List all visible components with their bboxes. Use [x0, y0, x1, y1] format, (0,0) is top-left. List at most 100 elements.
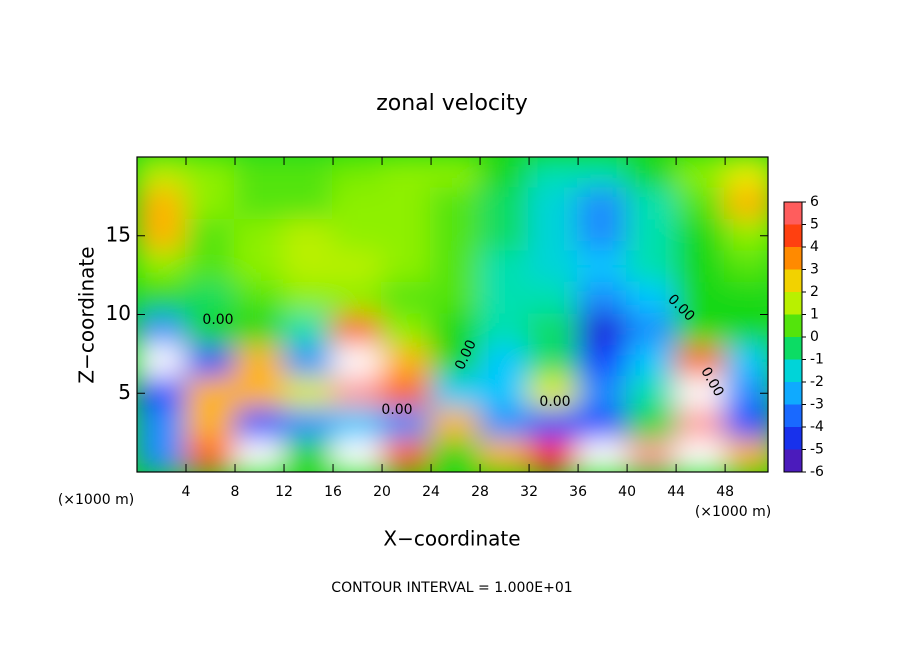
field-cell: [234, 439, 286, 472]
colorbar-tick-label: -2: [810, 374, 824, 390]
field-cell: [381, 282, 433, 316]
field-cell: [137, 157, 188, 190]
field-cell: [675, 282, 727, 316]
field-cell: [528, 219, 580, 253]
field-cell: [626, 187, 678, 221]
field-cell: [528, 157, 580, 190]
field-cell: [430, 313, 482, 347]
colorbar-segment: [784, 224, 802, 247]
x-tick-label: 4: [182, 484, 191, 500]
field-cell: [381, 408, 433, 442]
field-cell: [626, 345, 678, 379]
field-cell: [381, 250, 433, 284]
field-cell: [234, 187, 286, 221]
field-cell: [381, 313, 433, 347]
field-cell: [185, 219, 237, 253]
field-cell: [430, 219, 482, 253]
field-cell: [675, 439, 727, 472]
field-cell: [430, 282, 482, 316]
field-cell: [577, 345, 629, 379]
field-cell: [234, 313, 286, 347]
field-cell: [577, 408, 629, 442]
field-cell: [137, 376, 188, 410]
field-cell: [626, 282, 678, 316]
field-cell: [137, 313, 188, 347]
field-cell: [185, 313, 237, 347]
colorbar-tick-label: 6: [810, 194, 819, 210]
colorbar-tick-label: 5: [810, 217, 819, 233]
field-cell: [675, 313, 727, 347]
field-cell: [675, 408, 727, 442]
field-cell: [528, 376, 580, 410]
x-tick-label: 36: [569, 484, 587, 500]
colorbar-segment: [784, 359, 802, 382]
field-cell: [528, 282, 580, 316]
field-cell: [479, 439, 531, 472]
field-cell: [675, 157, 727, 190]
field-cell: [479, 187, 531, 221]
y-axis-label: Z−coordinate: [75, 246, 99, 383]
field-cell: [381, 376, 433, 410]
colorbar-tick-label: -5: [810, 442, 824, 458]
field-cell: [332, 439, 384, 472]
field-cell: [528, 408, 580, 442]
field-cell: [479, 408, 531, 442]
field-cell: [724, 408, 768, 442]
colorbar-tick-label: 1: [810, 307, 819, 323]
field-cell: [234, 157, 286, 190]
colorbar-tick-label: 4: [810, 239, 819, 255]
field-cell: [479, 250, 531, 284]
field-cell: [528, 345, 580, 379]
field-cell: [332, 313, 384, 347]
colorbar-tick-label: 2: [810, 284, 819, 300]
field-cell: [479, 157, 531, 190]
field-cell: [283, 250, 335, 284]
field-cell: [283, 376, 335, 410]
field-cell: [332, 376, 384, 410]
field-cell: [479, 345, 531, 379]
contour-label: 0.00: [539, 394, 570, 410]
field-cell: [332, 408, 384, 442]
field-cell: [430, 250, 482, 284]
colorbar-segment: [784, 382, 802, 405]
field-cell: [137, 250, 188, 284]
field-cell: [185, 282, 237, 316]
field-cell: [528, 250, 580, 284]
field-cell: [234, 408, 286, 442]
field-cell: [381, 439, 433, 472]
field-cell: [626, 408, 678, 442]
colorbar-tick-label: 0: [810, 329, 819, 345]
field-cell: [528, 439, 580, 472]
y-tick-label: 10: [106, 301, 131, 325]
field-cell: [332, 250, 384, 284]
field-cell: [577, 157, 629, 190]
field-cell: [724, 345, 768, 379]
field-cell: [137, 408, 188, 442]
contour-label: 0.00: [381, 402, 412, 418]
x-tick-label: 8: [231, 484, 240, 500]
field-cell: [234, 250, 286, 284]
colorbar-segment: [784, 292, 802, 315]
field-cell: [185, 376, 237, 410]
colorbar-tick-label: -4: [810, 419, 824, 435]
field-cell: [626, 219, 678, 253]
field-cell: [283, 219, 335, 253]
field-cells: [137, 157, 768, 472]
field-cell: [577, 376, 629, 410]
x-tick-label: 32: [520, 484, 538, 500]
field-cell: [234, 282, 286, 316]
x-tick-label: 12: [275, 484, 293, 500]
field-cell: [332, 282, 384, 316]
field-cell: [577, 439, 629, 472]
colorbar-segment: [784, 404, 802, 427]
field-cell: [577, 187, 629, 221]
field-cell: [283, 439, 335, 472]
field-cell: [381, 157, 433, 190]
x-unit-label: (×1000 m): [58, 492, 134, 508]
x-axis-label: X−coordinate: [383, 527, 520, 551]
field-cell: [724, 250, 768, 284]
field-cell: [234, 345, 286, 379]
colorbar-segment: [784, 449, 802, 472]
field-cell: [626, 250, 678, 284]
field-cell: [675, 219, 727, 253]
